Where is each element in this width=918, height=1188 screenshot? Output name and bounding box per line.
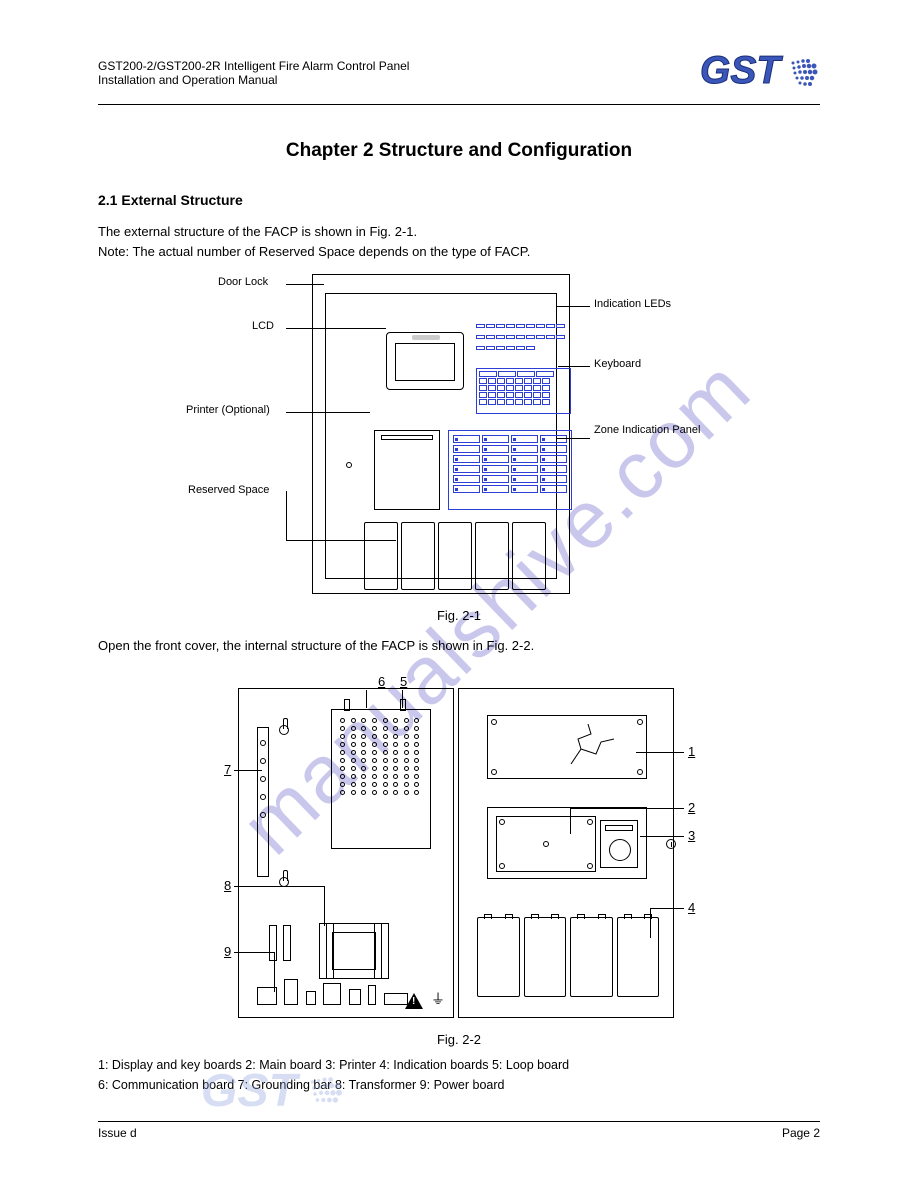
lead-8 [234,886,324,887]
lead-7 [234,770,262,771]
svg-text:GST: GST [700,49,783,92]
lead-2 [570,808,684,809]
page-header: GST200-2/GST200-2R Intelligent Fire Alar… [98,48,820,98]
caption-2-2: Fig. 2-2 [98,1032,820,1047]
fig2-num-2: 2 [688,800,695,815]
fig2-loop-board [331,709,431,849]
fig2-num-6: 6 [378,674,385,689]
lcd-screen [395,343,455,381]
section-2-1-title: 2.1 External Structure [98,192,243,208]
leader-doorlock [286,284,324,285]
issue-label: Issue d [98,1126,137,1140]
crack-icon [566,724,616,772]
lead-3 [640,836,684,837]
body-line-2: Note: The actual number of Reserved Spac… [98,242,820,262]
fig2-num-4: 4 [688,900,695,915]
lead-8b [324,886,325,926]
fig2-num-8: 8 [224,878,231,893]
fig1-printer [374,430,440,510]
leader-leds [556,306,590,307]
label-zone-panel: Zone Indication Panel [594,424,700,436]
fig1-zone-panel [448,430,572,510]
figure-2-1 [312,274,570,594]
caption-2-1: Fig. 2-1 [98,608,820,623]
gst-logo-icon: GST [700,48,820,98]
fig2-display-board [487,715,647,779]
footer-gst-logo-icon: GST [198,1064,348,1124]
fig2-num-1: 1 [688,744,695,759]
mounting-hole-icon [279,717,289,735]
fig2-grounding-bar [257,727,269,877]
fig1-panel-frame [325,293,557,579]
doc-subtitle: Installation and Operation Manual [98,73,409,87]
fig2-front-door [458,688,674,1018]
warning-triangle-icon [405,993,423,1009]
lead-5 [402,690,403,708]
leader-zone [556,438,590,439]
svg-text:GST: GST [201,1064,301,1116]
leader-printer [286,412,370,413]
fig2-back-box: ⏚ [238,688,454,1018]
lead-6 [366,690,367,708]
leader-keyboard [558,366,590,367]
fig2-num-9: 9 [224,944,231,959]
fig1-lcd [386,332,464,390]
fig1-reserved-slots [364,522,546,590]
page-footer: Issue d Page 2 [98,1121,820,1140]
mounting-hole-icon [279,869,289,887]
lcd-notch [412,335,440,340]
body-line-3: Open the front cover, the internal struc… [98,636,820,656]
header-rule [98,104,820,105]
printer-slot [381,435,433,440]
label-reserved-space: Reserved Space [188,484,269,496]
terminal-posts [269,925,291,961]
lead-4b [650,908,651,938]
leader-reserved-vert [286,491,287,540]
label-keyboard: Keyboard [594,358,641,370]
doc-title: GST200-2/GST200-2R Intelligent Fire Alar… [98,59,409,73]
label-indication-leds: Indication LEDs [594,298,671,310]
lead-4 [650,908,684,909]
fig2-num-5: 5 [400,674,407,689]
body-line-1: The external structure of the FACP is sh… [98,222,820,242]
door-lock-icon [346,462,352,468]
leader-reserved [286,540,396,541]
lead-2b [570,808,571,834]
fig1-keyboard [476,368,571,414]
page-number: Page 2 [782,1126,820,1140]
ground-symbol-icon: ⏚ [431,989,445,1009]
label-door-lock: Door Lock [218,276,268,288]
label-printer: Printer (Optional) [186,404,270,416]
fig2-main-board [496,816,596,872]
lead-9 [234,952,274,953]
fig2-main-board-assembly [487,807,647,879]
fig2-transformer [319,923,389,979]
fig1-indication-leds [476,324,571,356]
label-lcd: LCD [252,320,274,332]
fig2-num-3: 3 [688,828,695,843]
fig2-num-7: 7 [224,762,231,777]
figure-2-2: ⏚ [238,688,678,1018]
chapter-title: Chapter 2 Structure and Configuration [98,140,820,162]
fig2-printer [600,820,638,868]
lead-1 [636,752,684,753]
lead-9b [274,952,275,992]
header-text-block: GST200-2/GST200-2R Intelligent Fire Alar… [98,59,409,87]
door-latch-icon [666,839,676,849]
fig2-indication-boards [477,917,659,997]
leader-lcd [286,328,386,329]
